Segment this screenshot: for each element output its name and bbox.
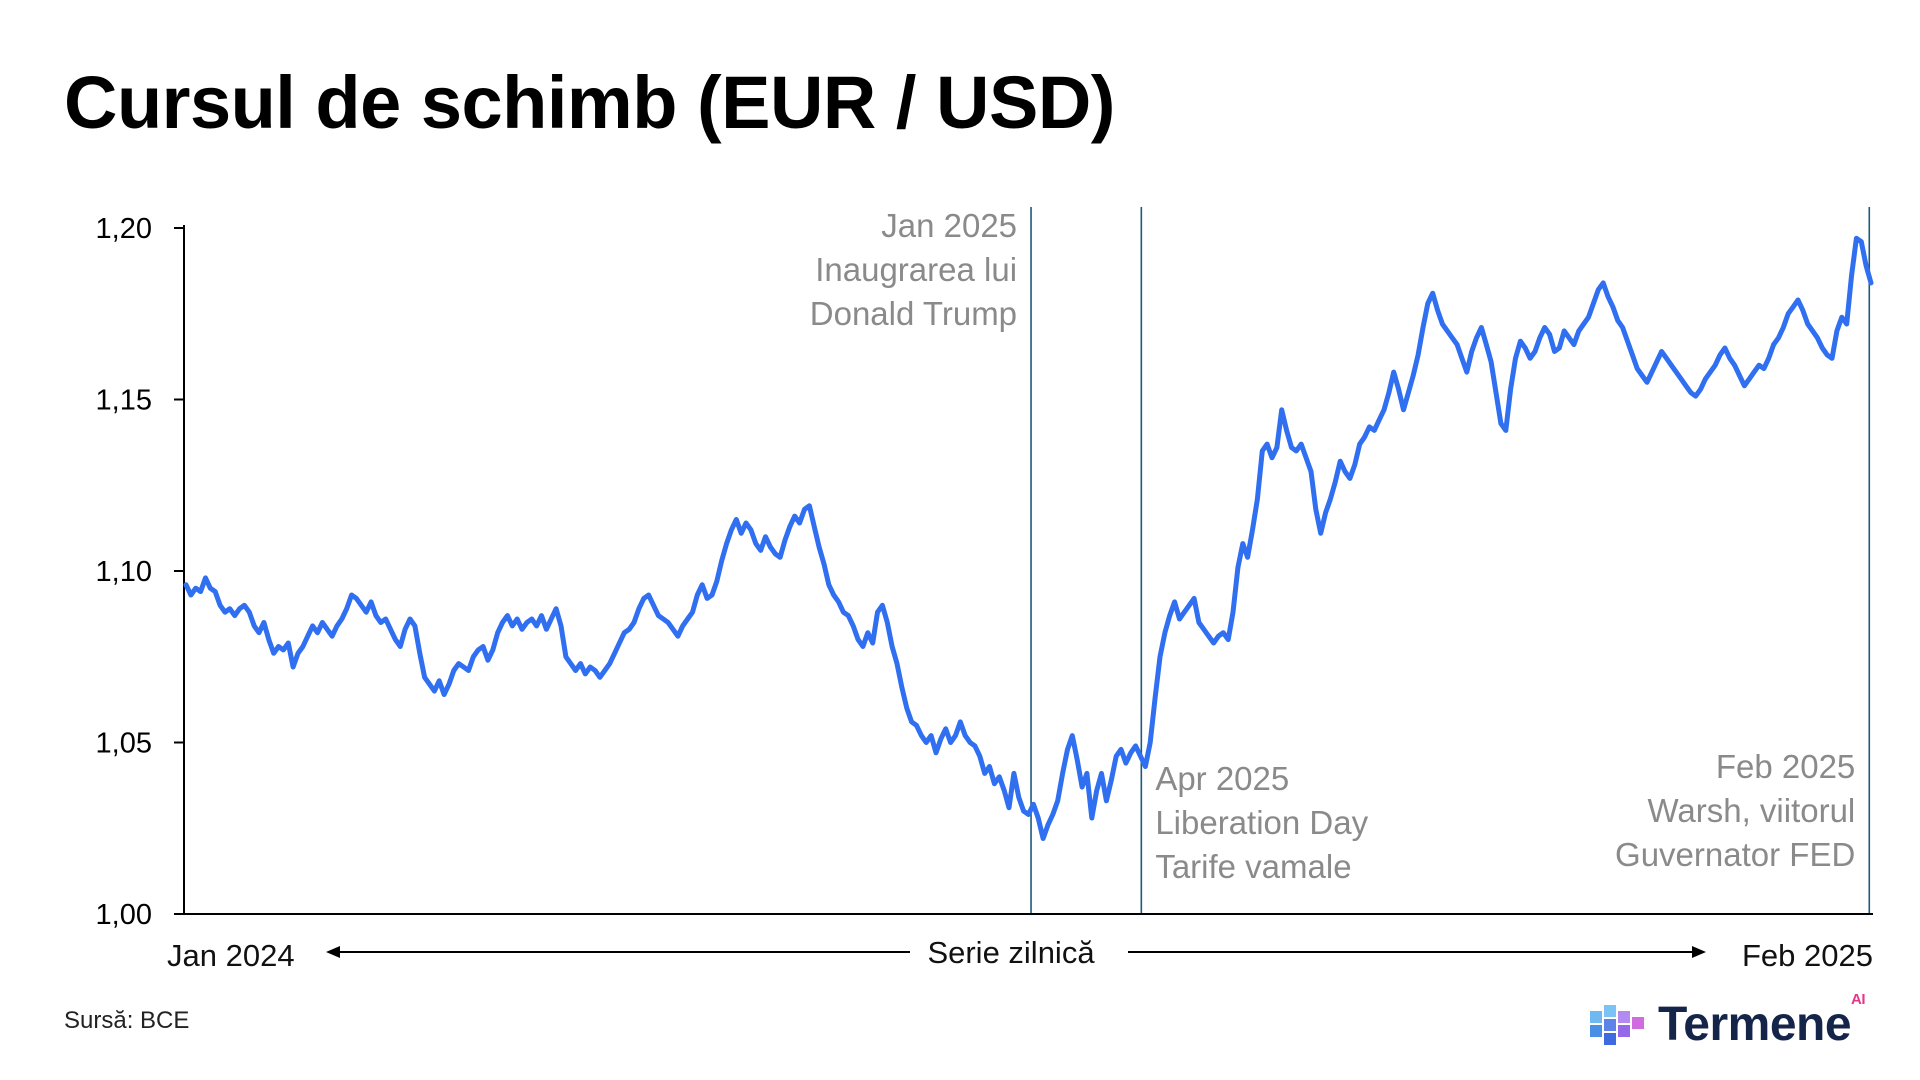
x-start-label: Jan 2024	[167, 938, 295, 973]
x-axis-center-label: Serie zilnică	[927, 935, 1095, 970]
y-tick-label: 1,20	[96, 213, 152, 245]
event-annotation-line: Tarife vamale	[1155, 848, 1351, 885]
x-arrow-left-head	[326, 946, 340, 958]
annotation-layer: Jan 2025 Inaugrarea lui Donald Trump Apr 20…	[810, 207, 1856, 885]
x-axis-label-layer: Jan 2024 Serie zilnică Feb 2025	[167, 935, 1873, 973]
event-annotation-line: Guvernator FED	[1615, 836, 1855, 873]
axis-layer	[183, 225, 1873, 915]
eur-usd-series-line	[183, 235, 1874, 841]
cube-logo-icon	[1590, 1005, 1644, 1045]
event-annotation-line: Feb 2025	[1716, 748, 1855, 785]
event-annotation-line: Apr 2025	[1155, 760, 1289, 797]
chart-title: Cursul de schimb (EUR / USD)	[64, 61, 1115, 144]
y-tick-label: 1,05	[96, 728, 152, 760]
series-layer	[183, 235, 1874, 841]
event-annotation-line: Warsh, viitorul	[1647, 792, 1855, 829]
y-tick-label: 1,00	[96, 899, 152, 931]
logo-ai-badge: AI	[1851, 990, 1866, 1008]
x-arrow-right-head	[1692, 946, 1706, 958]
logo-wordmark: Termene AI	[1658, 990, 1866, 1051]
y-tick-label: 1,15	[96, 385, 152, 417]
marker-layer	[1030, 207, 1871, 914]
event-annotation-line: Inaugrarea lui	[815, 251, 1017, 288]
event-annotation-line: Donald Trump	[810, 295, 1017, 332]
tick-layer: 1,00 1,05 1,10 1,15 1,20	[96, 213, 184, 931]
y-tick-label: 1,10	[96, 556, 152, 588]
termene-logo: Termene AI	[1588, 990, 1888, 1054]
event-annotation-line: Jan 2025	[881, 207, 1017, 244]
x-end-label: Feb 2025	[1742, 938, 1873, 973]
source-label: Sursă: BCE	[64, 1007, 190, 1034]
event-annotation-line: Liberation Day	[1155, 804, 1368, 841]
